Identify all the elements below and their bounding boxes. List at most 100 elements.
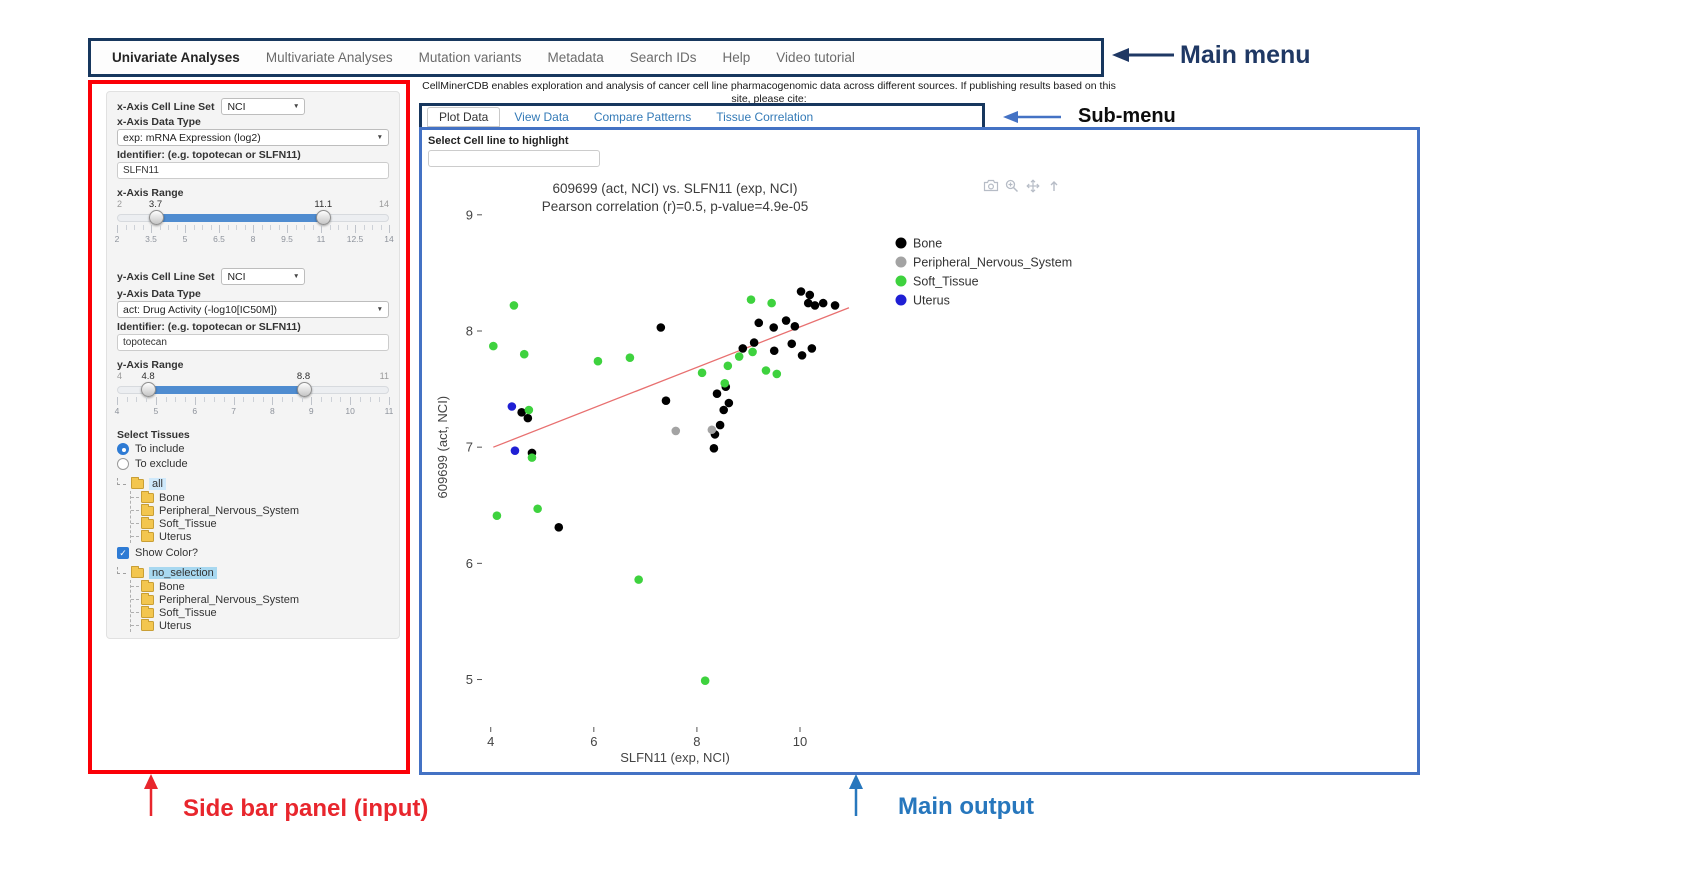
zoom-in-icon[interactable] <box>1003 178 1020 193</box>
tree-children: Bone Peripheral_Nervous_System Soft_Tiss… <box>130 490 389 543</box>
data-point <box>790 322 800 331</box>
slider-handle-to[interactable] <box>296 382 312 397</box>
tree-item-bone[interactable]: Bone <box>131 490 389 504</box>
show-color-checkbox-row[interactable]: ✓ Show Color? <box>117 547 389 559</box>
sub-menu-tabs: Plot Data View Data Compare Patterns Tis… <box>419 103 985 131</box>
tree-root-no-selection[interactable]: no_selection <box>117 565 389 580</box>
data-point <box>767 298 776 308</box>
legend-item[interactable]: Bone <box>895 237 943 251</box>
highlight-cell-line-input[interactable] <box>428 150 600 167</box>
data-point <box>810 301 820 310</box>
tab-plot-data[interactable]: Plot Data <box>427 107 501 127</box>
menu-item-mutation-variants[interactable]: Mutation variants <box>418 50 522 65</box>
data-point <box>661 396 671 405</box>
menu-item-univariate-analyses[interactable]: Univariate Analyses <box>112 50 240 65</box>
y-axis-cell-line-set-select[interactable]: NCI ▼ <box>221 268 306 285</box>
tree-item-soft-tissue[interactable]: Soft_Tissue <box>131 516 389 530</box>
data-point <box>724 398 734 408</box>
data-point <box>719 405 729 415</box>
svg-text:Uterus: Uterus <box>913 294 950 308</box>
data-point <box>818 298 828 308</box>
tree-item-label: Soft_Tissue <box>159 606 217 619</box>
folder-icon <box>141 592 154 605</box>
tree-root-all-label: all <box>149 477 167 490</box>
folder-icon <box>141 529 154 542</box>
tree-item-uterus[interactable]: Uterus <box>131 529 389 543</box>
y-axis-range-label: y-Axis Range <box>117 359 184 371</box>
svg-text:10: 10 <box>793 734 807 749</box>
data-point <box>769 323 779 332</box>
svg-text:4: 4 <box>487 734 494 749</box>
tree-item-uterus[interactable]: Uterus <box>131 618 389 632</box>
menu-item-multivariate-analyses[interactable]: Multivariate Analyses <box>265 50 393 65</box>
svg-text:Peripheral_Nervous_System: Peripheral_Nervous_System <box>913 256 1072 270</box>
tree-item-peripheral-nervous-system[interactable]: Peripheral_Nervous_System <box>131 503 389 517</box>
menu-item-search-ids[interactable]: Search IDs <box>629 50 697 65</box>
menu-item-video-tutorial[interactable]: Video tutorial <box>776 50 855 65</box>
data-point <box>510 446 520 455</box>
tissue-exclude-radio[interactable]: To exclude <box>117 458 389 470</box>
data-point <box>507 402 517 411</box>
data-point <box>625 353 635 363</box>
y-axis-cell-line-set-row: y-Axis Cell Line Set NCI ▼ <box>117 268 389 285</box>
tissue-include-radio[interactable]: To include <box>117 443 389 455</box>
sidebar-outline: x-Axis Cell Line Set NCI ▼ x-Axis Data T… <box>88 80 410 774</box>
data-point <box>524 405 534 415</box>
tree-connector <box>117 566 126 574</box>
tree-root-all[interactable]: all <box>117 476 389 491</box>
slider-handle-from[interactable] <box>148 210 164 225</box>
data-point <box>523 413 533 423</box>
main-menu-annotation-label: Main menu <box>1180 41 1311 69</box>
camera-icon[interactable] <box>982 178 999 193</box>
sub-menu-annotation-arrow <box>1003 111 1061 123</box>
slider-handle-to[interactable] <box>316 210 332 225</box>
x-axis-identifier-input[interactable] <box>117 162 389 179</box>
tab-tissue-correlation[interactable]: Tissue Correlation <box>716 110 814 124</box>
tree-item-peripheral-nervous-system[interactable]: Peripheral_Nervous_System <box>131 592 389 606</box>
chevron-down-icon: ▼ <box>376 306 383 313</box>
highlight-cell-line-label: Select Cell line to highlight <box>428 135 569 147</box>
folder-icon <box>131 476 144 489</box>
data-point <box>700 676 710 685</box>
radio-unselected-icon <box>117 458 129 470</box>
citation-text: CellMinerCDB enables exploration and ana… <box>422 80 1116 106</box>
data-point <box>707 425 717 435</box>
data-point <box>749 338 759 347</box>
sidebar-annotation-label: Side bar panel (input) <box>183 795 429 822</box>
menu-item-metadata[interactable]: Metadata <box>547 50 604 65</box>
menu-item-help[interactable]: Help <box>722 50 751 65</box>
y-axis-data-type-select[interactable]: act: Drug Activity (-log10[IC50M]) ▼ <box>117 301 389 318</box>
autoscale-icon[interactable] <box>1045 178 1062 193</box>
tab-view-data[interactable]: View Data <box>514 110 569 124</box>
tab-compare-patterns[interactable]: Compare Patterns <box>593 110 692 124</box>
folder-icon <box>141 605 154 618</box>
data-point <box>634 575 643 584</box>
svg-text:8: 8 <box>693 734 700 749</box>
tree-item-label: Bone <box>159 491 185 504</box>
tree-item-bone[interactable]: Bone <box>131 579 389 593</box>
x-axis-cell-line-set-select[interactable]: NCI ▼ <box>221 98 306 115</box>
legend-item[interactable]: Soft_Tissue <box>895 275 979 289</box>
y-axis-identifier-input[interactable] <box>117 334 389 351</box>
data-point <box>761 366 771 375</box>
slider-handle-from[interactable] <box>141 382 157 397</box>
x-axis-range-label: x-Axis Range <box>117 187 184 199</box>
folder-icon <box>141 618 154 631</box>
legend-item[interactable]: Uterus <box>895 294 950 308</box>
x-axis-range-slider[interactable]: 2 14 3.7 11.1 2 3.5 5 6.5 8 9.5 11 12.5 14 <box>114 199 394 244</box>
pan-icon[interactable] <box>1024 178 1041 193</box>
data-point <box>805 290 815 300</box>
x-axis-data-type-select[interactable]: exp: mRNA Expression (log2) ▼ <box>117 129 389 146</box>
data-point <box>807 344 817 353</box>
tree-item-soft-tissue[interactable]: Soft_Tissue <box>131 605 389 619</box>
x-axis-cell-line-set-value: NCI <box>227 100 246 113</box>
y-axis-range-slider[interactable]: 4 11 4.8 8.8 4 5 6 7 8 9 10 11 <box>114 371 394 416</box>
scatter-plot[interactable]: 609699 (act, NCI) vs. SLFN11 (exp, NCI) P… <box>433 173 1073 773</box>
y-axis-identifier-label: Identifier: (e.g. topotecan or SLFN11) <box>117 321 301 333</box>
main-output-panel: Select Cell line to highlight 609699 (ac… <box>419 127 1420 775</box>
data-point <box>712 389 722 399</box>
chevron-down-icon: ▼ <box>293 273 300 280</box>
svg-text:Pearson correlation (r)=0.5, p: Pearson correlation (r)=0.5, p-value=4.9… <box>542 199 808 214</box>
legend-item[interactable]: Peripheral_Nervous_System <box>895 256 1073 270</box>
tree-root-no-selection-label: no_selection <box>149 566 217 579</box>
